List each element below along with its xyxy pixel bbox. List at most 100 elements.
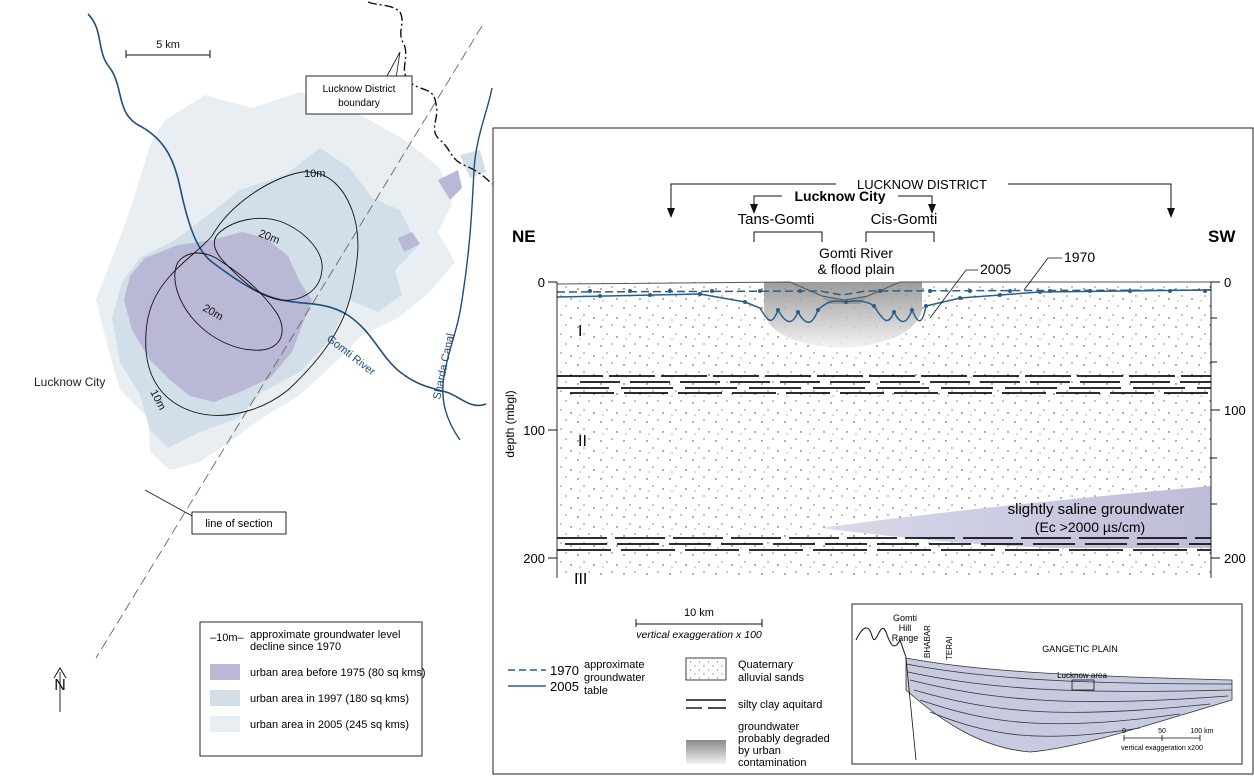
- legend-approx-1: approximate: [584, 659, 645, 671]
- aquitard-upper: [557, 375, 1211, 394]
- legend-label-0: urban area before 1975 (80 sq kms): [250, 667, 426, 679]
- saline-label-2: (Ec >2000 µs/cm): [1035, 519, 1145, 535]
- contour-20m-inner: [174, 252, 283, 351]
- section-scale-label: 10 km: [684, 607, 714, 619]
- district-boundary-callout: Lucknow District boundary: [305, 51, 413, 115]
- inset-bhabar: BHABAR: [923, 625, 932, 658]
- north-arrow-icon: N: [53, 667, 67, 712]
- legend-degraded-2: probably degraded: [738, 733, 830, 745]
- inset-gomti-3: Range: [892, 633, 919, 643]
- legend-label-1: urban area in 1997 (180 sq kms): [250, 693, 409, 705]
- year-1970-label: 1970: [1064, 249, 1095, 265]
- year-1970-leader: [1023, 257, 1062, 291]
- legend-approx-3: table: [584, 685, 608, 697]
- inset-gomti-2: Hill: [899, 623, 912, 633]
- inset-terai: TERAI: [945, 636, 954, 660]
- gomti-river: [87, 13, 487, 407]
- legend-aquitard: silty clay aquitard: [738, 699, 822, 711]
- left-tick-200: 200: [523, 551, 545, 566]
- wt2005-marker: [698, 292, 702, 296]
- wt1970-marker: [588, 289, 592, 293]
- urban-1975-patch: [398, 232, 420, 252]
- inset-hills: [855, 627, 907, 659]
- section-callout: line of section: [144, 489, 287, 535]
- year-2005-leader: [929, 269, 978, 319]
- section-exaggeration: vertical exaggeration x 100: [636, 629, 762, 641]
- inset-regional-section: Gomti Hill Range BHABAR TERAI GANGETIC P…: [851, 603, 1243, 765]
- legend-degraded-3: by urban: [738, 745, 781, 757]
- inset-exaggeration: vertical exaggeration x200: [1121, 745, 1203, 752]
- depth-axis-label: depth (mbgl): [503, 390, 517, 457]
- wt2005-marker: [776, 308, 780, 312]
- legend-swatch-1: [210, 690, 240, 706]
- urban-1975-patch: [438, 170, 462, 200]
- wt1970-marker: [668, 289, 672, 293]
- water-table-1970: [556, 289, 1212, 296]
- aquifer-label-1: I: [578, 323, 582, 340]
- inset-gomti-1: Gomti: [893, 613, 917, 623]
- legend-sands-swatch: [685, 657, 727, 681]
- wt1970-marker: [878, 289, 882, 293]
- wt2005-marker: [1038, 290, 1042, 294]
- contour-10m: [145, 171, 359, 416]
- left-tick-100: 100: [523, 423, 545, 438]
- map-legend: –10m– approximate groundwater level decl…: [199, 621, 426, 757]
- inset-lucknow-area: Lucknow area: [1057, 671, 1107, 680]
- district-boundary-label-1: Lucknow District: [323, 84, 396, 95]
- wt2005-marker: [796, 310, 800, 314]
- right-depth-axis: 0 100 200: [1210, 275, 1246, 578]
- trans-gomti-bracket: [753, 231, 823, 242]
- inset-basin: [905, 657, 1233, 753]
- legend-sands-1: Quaternary: [738, 659, 794, 671]
- left-tick-0: 0: [538, 275, 545, 290]
- wt2005-marker: [958, 296, 962, 300]
- contour-20m-outer: [213, 217, 323, 301]
- inset-strata: [905, 663, 1233, 737]
- section-scale-bar: 10 km vertical exaggeration x 100: [635, 607, 763, 641]
- legend-contour-text-2: decline since 1970: [250, 641, 341, 653]
- ground-surface: [556, 281, 1211, 301]
- wt1970-marker: [758, 289, 762, 293]
- wt2005-marker: [872, 304, 876, 308]
- wt1970-marker: [968, 289, 972, 293]
- inset-scale-bar: 0 50 100 km vertical exaggeration x200: [1121, 728, 1213, 752]
- legend-degraded-4: contamination: [738, 757, 807, 769]
- wt2005-marker: [648, 293, 652, 297]
- saline-groundwater: [822, 486, 1211, 548]
- right-tick-200: 200: [1224, 551, 1246, 566]
- aquifer-label-3: III: [574, 571, 587, 588]
- sharda-canal: [442, 87, 493, 441]
- ne-label: NE: [512, 227, 536, 246]
- canal-label: Sharda Canal: [431, 332, 457, 400]
- wt2005-marker: [743, 300, 747, 304]
- legend-2005: 2005: [550, 679, 579, 694]
- wt2005-marker: [598, 294, 602, 298]
- saline-label-1: slightly saline groundwater: [1008, 501, 1185, 518]
- wt1970-marker: [710, 289, 714, 293]
- district-bracket: LUCKNOW DISTRICT: [667, 177, 1175, 218]
- right-tick-0: 0: [1224, 275, 1231, 290]
- wt1970-marker: [928, 289, 932, 293]
- inset-scale-100: 100 km: [1191, 728, 1214, 735]
- wt1970-marker: [798, 289, 802, 293]
- river-floodplain-line1: Gomti River: [819, 245, 893, 261]
- year-2005-label: 2005: [980, 261, 1011, 277]
- legend-sands-2: alluvial sands: [738, 672, 805, 684]
- aquitard-lower: [557, 537, 1211, 551]
- city-bracket: Lucknow City: [750, 188, 936, 214]
- water-table-2005-markers: [598, 290, 1042, 314]
- legend-1970: 1970: [550, 663, 579, 678]
- wt2005-marker: [892, 310, 896, 314]
- district-boundary: [367, 1, 493, 185]
- legend-contour-text-1: approximate groundwater level: [250, 629, 400, 641]
- inset-scale-0: 0: [1122, 728, 1126, 735]
- city-label: Lucknow City: [34, 375, 105, 389]
- legend-degraded-1: groundwater: [738, 721, 799, 733]
- aquifer-label-2: II: [578, 433, 587, 450]
- left-depth-axis: 0 100 200 depth (mbgl): [503, 275, 558, 578]
- sw-label: SW: [1208, 227, 1236, 246]
- wt2005-marker: [998, 293, 1002, 297]
- legend-degraded-swatch: [686, 740, 726, 764]
- section-callout-label: line of section: [205, 518, 272, 530]
